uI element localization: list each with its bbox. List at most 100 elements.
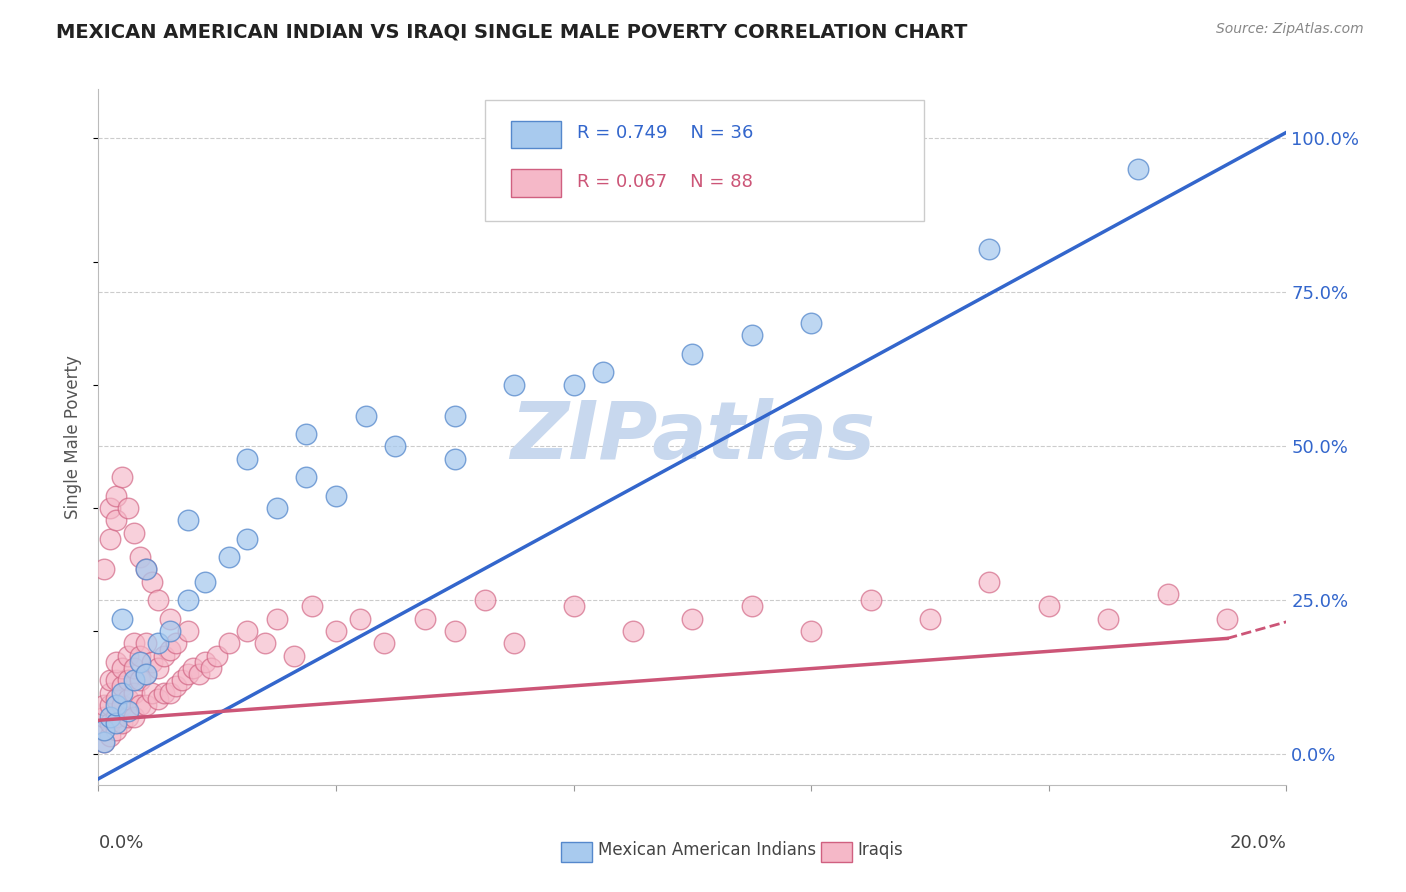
Point bbox=[93, 723, 115, 737]
Point bbox=[98, 729, 121, 743]
Point bbox=[682, 612, 704, 626]
Point bbox=[253, 636, 276, 650]
Point bbox=[93, 735, 115, 749]
Point bbox=[621, 624, 644, 638]
Text: MEXICAN AMERICAN INDIAN VS IRAQI SINGLE MALE POVERTY CORRELATION CHART: MEXICAN AMERICAN INDIAN VS IRAQI SINGLE … bbox=[56, 22, 967, 41]
Point bbox=[920, 612, 942, 626]
Point bbox=[111, 698, 134, 712]
Text: 20.0%: 20.0% bbox=[1230, 834, 1286, 852]
Point bbox=[562, 377, 585, 392]
Point bbox=[122, 661, 145, 675]
Point bbox=[141, 655, 163, 669]
Point bbox=[800, 316, 823, 330]
Point bbox=[443, 409, 465, 423]
Point bbox=[207, 648, 229, 663]
Point bbox=[93, 698, 115, 712]
Point bbox=[93, 562, 115, 576]
Point bbox=[183, 661, 205, 675]
Point bbox=[98, 500, 121, 515]
Point bbox=[301, 599, 323, 614]
Text: ZIPatlas: ZIPatlas bbox=[510, 398, 875, 476]
Point bbox=[188, 667, 211, 681]
Point bbox=[859, 593, 882, 607]
Point bbox=[98, 532, 121, 546]
Text: R = 0.749    N = 36: R = 0.749 N = 36 bbox=[578, 124, 754, 142]
Point bbox=[218, 636, 240, 650]
Point bbox=[384, 439, 406, 453]
Point bbox=[236, 624, 259, 638]
Point bbox=[176, 667, 198, 681]
Point bbox=[111, 661, 134, 675]
Point bbox=[266, 500, 288, 515]
Point bbox=[117, 704, 139, 718]
Point bbox=[152, 648, 174, 663]
Point bbox=[105, 489, 128, 503]
Point bbox=[129, 655, 152, 669]
Point bbox=[135, 667, 157, 681]
Point bbox=[741, 599, 763, 614]
FancyBboxPatch shape bbox=[485, 100, 924, 221]
Point bbox=[266, 612, 288, 626]
Point bbox=[111, 716, 134, 731]
Point bbox=[146, 691, 169, 706]
Point bbox=[122, 710, 145, 724]
Point bbox=[98, 673, 121, 688]
Point bbox=[1097, 612, 1119, 626]
Point bbox=[98, 716, 121, 731]
Point bbox=[194, 655, 217, 669]
Point bbox=[218, 550, 240, 565]
Point bbox=[200, 661, 222, 675]
Point bbox=[194, 574, 217, 589]
Point bbox=[129, 673, 152, 688]
Point bbox=[93, 735, 115, 749]
Point bbox=[146, 636, 169, 650]
Point bbox=[122, 636, 145, 650]
Point bbox=[979, 242, 1001, 256]
Point bbox=[146, 661, 169, 675]
Point bbox=[111, 685, 134, 699]
Point bbox=[295, 470, 318, 484]
Point bbox=[146, 593, 169, 607]
Point bbox=[503, 636, 526, 650]
Point bbox=[159, 612, 181, 626]
Point bbox=[122, 525, 145, 540]
Point bbox=[135, 562, 157, 576]
Point bbox=[105, 698, 128, 712]
Point bbox=[354, 409, 377, 423]
Point bbox=[152, 685, 174, 699]
Point bbox=[105, 716, 128, 731]
Point bbox=[325, 489, 347, 503]
Point bbox=[562, 599, 585, 614]
Point bbox=[682, 347, 704, 361]
Point bbox=[117, 710, 139, 724]
Point bbox=[111, 680, 134, 694]
Point bbox=[325, 624, 347, 638]
Point bbox=[1216, 612, 1239, 626]
Point bbox=[122, 685, 145, 699]
Point bbox=[503, 377, 526, 392]
Point bbox=[135, 698, 157, 712]
Point bbox=[176, 624, 198, 638]
Point bbox=[135, 562, 157, 576]
Point bbox=[111, 612, 134, 626]
Text: R = 0.067    N = 88: R = 0.067 N = 88 bbox=[578, 173, 754, 191]
Point bbox=[111, 470, 134, 484]
Point bbox=[373, 636, 395, 650]
Point bbox=[741, 328, 763, 343]
Point bbox=[141, 685, 163, 699]
FancyBboxPatch shape bbox=[510, 120, 561, 148]
Point bbox=[443, 451, 465, 466]
Point bbox=[93, 710, 115, 724]
Point bbox=[159, 642, 181, 657]
Point bbox=[105, 513, 128, 527]
Point bbox=[1038, 599, 1060, 614]
Point bbox=[117, 500, 139, 515]
Point bbox=[159, 624, 181, 638]
Y-axis label: Single Male Poverty: Single Male Poverty bbox=[65, 355, 83, 519]
Point bbox=[165, 636, 187, 650]
Point bbox=[170, 673, 193, 688]
Point bbox=[129, 648, 152, 663]
Text: Mexican American Indians: Mexican American Indians bbox=[598, 841, 815, 859]
Point bbox=[283, 648, 305, 663]
Point bbox=[236, 532, 259, 546]
